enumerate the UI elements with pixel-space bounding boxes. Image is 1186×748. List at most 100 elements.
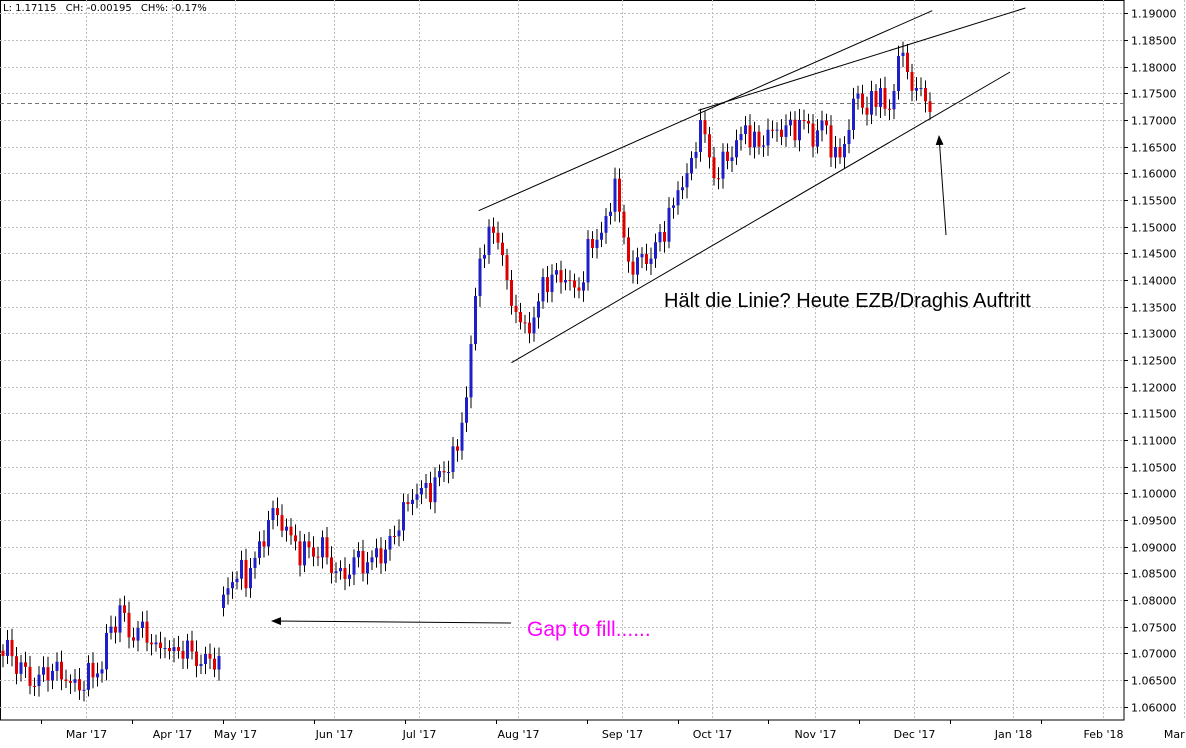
y-tick-label: 1.14500 [1131, 248, 1177, 261]
candle-up [19, 662, 23, 674]
upper-channel-line [478, 10, 933, 212]
candle-up [240, 559, 243, 579]
candle-down [510, 280, 513, 306]
candle-up [550, 274, 554, 293]
lower-channel-line [511, 71, 1011, 364]
candle-down [298, 541, 302, 566]
candle-down [181, 650, 185, 659]
last-price-readout: L: 1.17115 [3, 3, 57, 14]
x-tick-label: Nov '17 [795, 728, 837, 741]
candle-down [316, 556, 320, 558]
candle-up [55, 661, 59, 671]
x-tick-label: Oct '17 [693, 728, 733, 741]
candle-up [667, 207, 671, 242]
y-tick-label: 1.09500 [1131, 515, 1177, 528]
y-tick-label: 1.15000 [1131, 222, 1177, 235]
candle-up [852, 98, 855, 130]
y-axis: 1.06000 1.06500 1.07000 1.07500 1.08000 1.085… [1124, 8, 1177, 715]
x-tick-label: Mar '18 [1164, 728, 1186, 741]
candle-down [294, 535, 297, 542]
candle-up [253, 557, 257, 568]
candle-up [816, 130, 819, 147]
candle-down [865, 107, 869, 115]
candle-up [285, 526, 288, 531]
candle-down [924, 88, 927, 102]
candle-up [654, 242, 657, 259]
y-tick-label: 1.06000 [1131, 702, 1177, 715]
candle-up [744, 125, 747, 135]
candle-up [676, 190, 680, 206]
candle-up [915, 88, 918, 91]
candle-down [807, 120, 810, 124]
candle-down [168, 648, 171, 652]
candle-down [780, 129, 783, 137]
candle-up [609, 211, 612, 216]
candle-down [91, 662, 95, 678]
candle-up [537, 301, 540, 318]
candle-down [393, 536, 396, 537]
candle-down [379, 548, 383, 564]
y-tick-label: 1.18500 [1131, 35, 1177, 48]
candle-down [514, 305, 518, 312]
candle-down [208, 653, 212, 659]
candle-down [190, 640, 194, 652]
candle-down [60, 661, 63, 680]
candle-down [244, 559, 248, 589]
candle-up [37, 674, 41, 687]
candle-down [177, 647, 180, 651]
candle-up [672, 205, 675, 208]
candle-down [312, 547, 315, 557]
candle-up [73, 679, 77, 683]
y-tick-label: 1.10500 [1131, 462, 1177, 475]
candle-down [276, 508, 279, 516]
y-tick-label: 1.12000 [1131, 382, 1177, 395]
candle-down [573, 280, 576, 288]
candle-up [375, 548, 378, 558]
candle-up [451, 446, 455, 472]
candle-up [658, 232, 662, 243]
candles-layer [1, 41, 932, 702]
candle-up [613, 178, 617, 212]
candle-up [775, 129, 779, 131]
candle-down [618, 178, 621, 212]
candle-down [703, 120, 707, 135]
change-readout: CH: -0.00195 [65, 3, 132, 14]
candle-down [114, 626, 117, 633]
candle-down [213, 658, 216, 670]
x-tick-label: Apr '17 [153, 728, 193, 741]
candle-down [726, 151, 729, 161]
candle-up [235, 578, 239, 583]
candle-down [10, 639, 14, 657]
candle-down [15, 656, 18, 674]
candle-up [258, 541, 261, 558]
candle-up [762, 145, 765, 147]
candle-up [397, 530, 401, 537]
y-tick-label: 1.07000 [1131, 648, 1177, 661]
candle-down [748, 125, 752, 148]
candle-up [271, 508, 275, 520]
candle-down [442, 471, 446, 473]
candle-up [334, 571, 338, 573]
candle-down [627, 237, 630, 262]
candle-down [1, 650, 5, 656]
annotation-gap-text: Gap to fill...... [527, 618, 651, 641]
candle-up [735, 140, 738, 158]
candle-down [577, 287, 581, 291]
candle-down [874, 91, 878, 107]
candle-up [222, 594, 225, 608]
candle-up [199, 664, 203, 666]
candle-up [595, 239, 599, 248]
candle-down [712, 157, 716, 179]
candle-up [249, 568, 252, 589]
candle-up [163, 648, 167, 649]
y-tick-label: 1.11500 [1131, 408, 1177, 421]
y-tick-label: 1.17500 [1131, 88, 1177, 101]
candle-down [64, 679, 68, 682]
candle-down [24, 662, 27, 667]
candle-up [420, 488, 423, 495]
candle-down [127, 612, 131, 638]
candle-up [339, 568, 342, 572]
candle-up [217, 656, 221, 670]
candle-down [825, 120, 828, 126]
